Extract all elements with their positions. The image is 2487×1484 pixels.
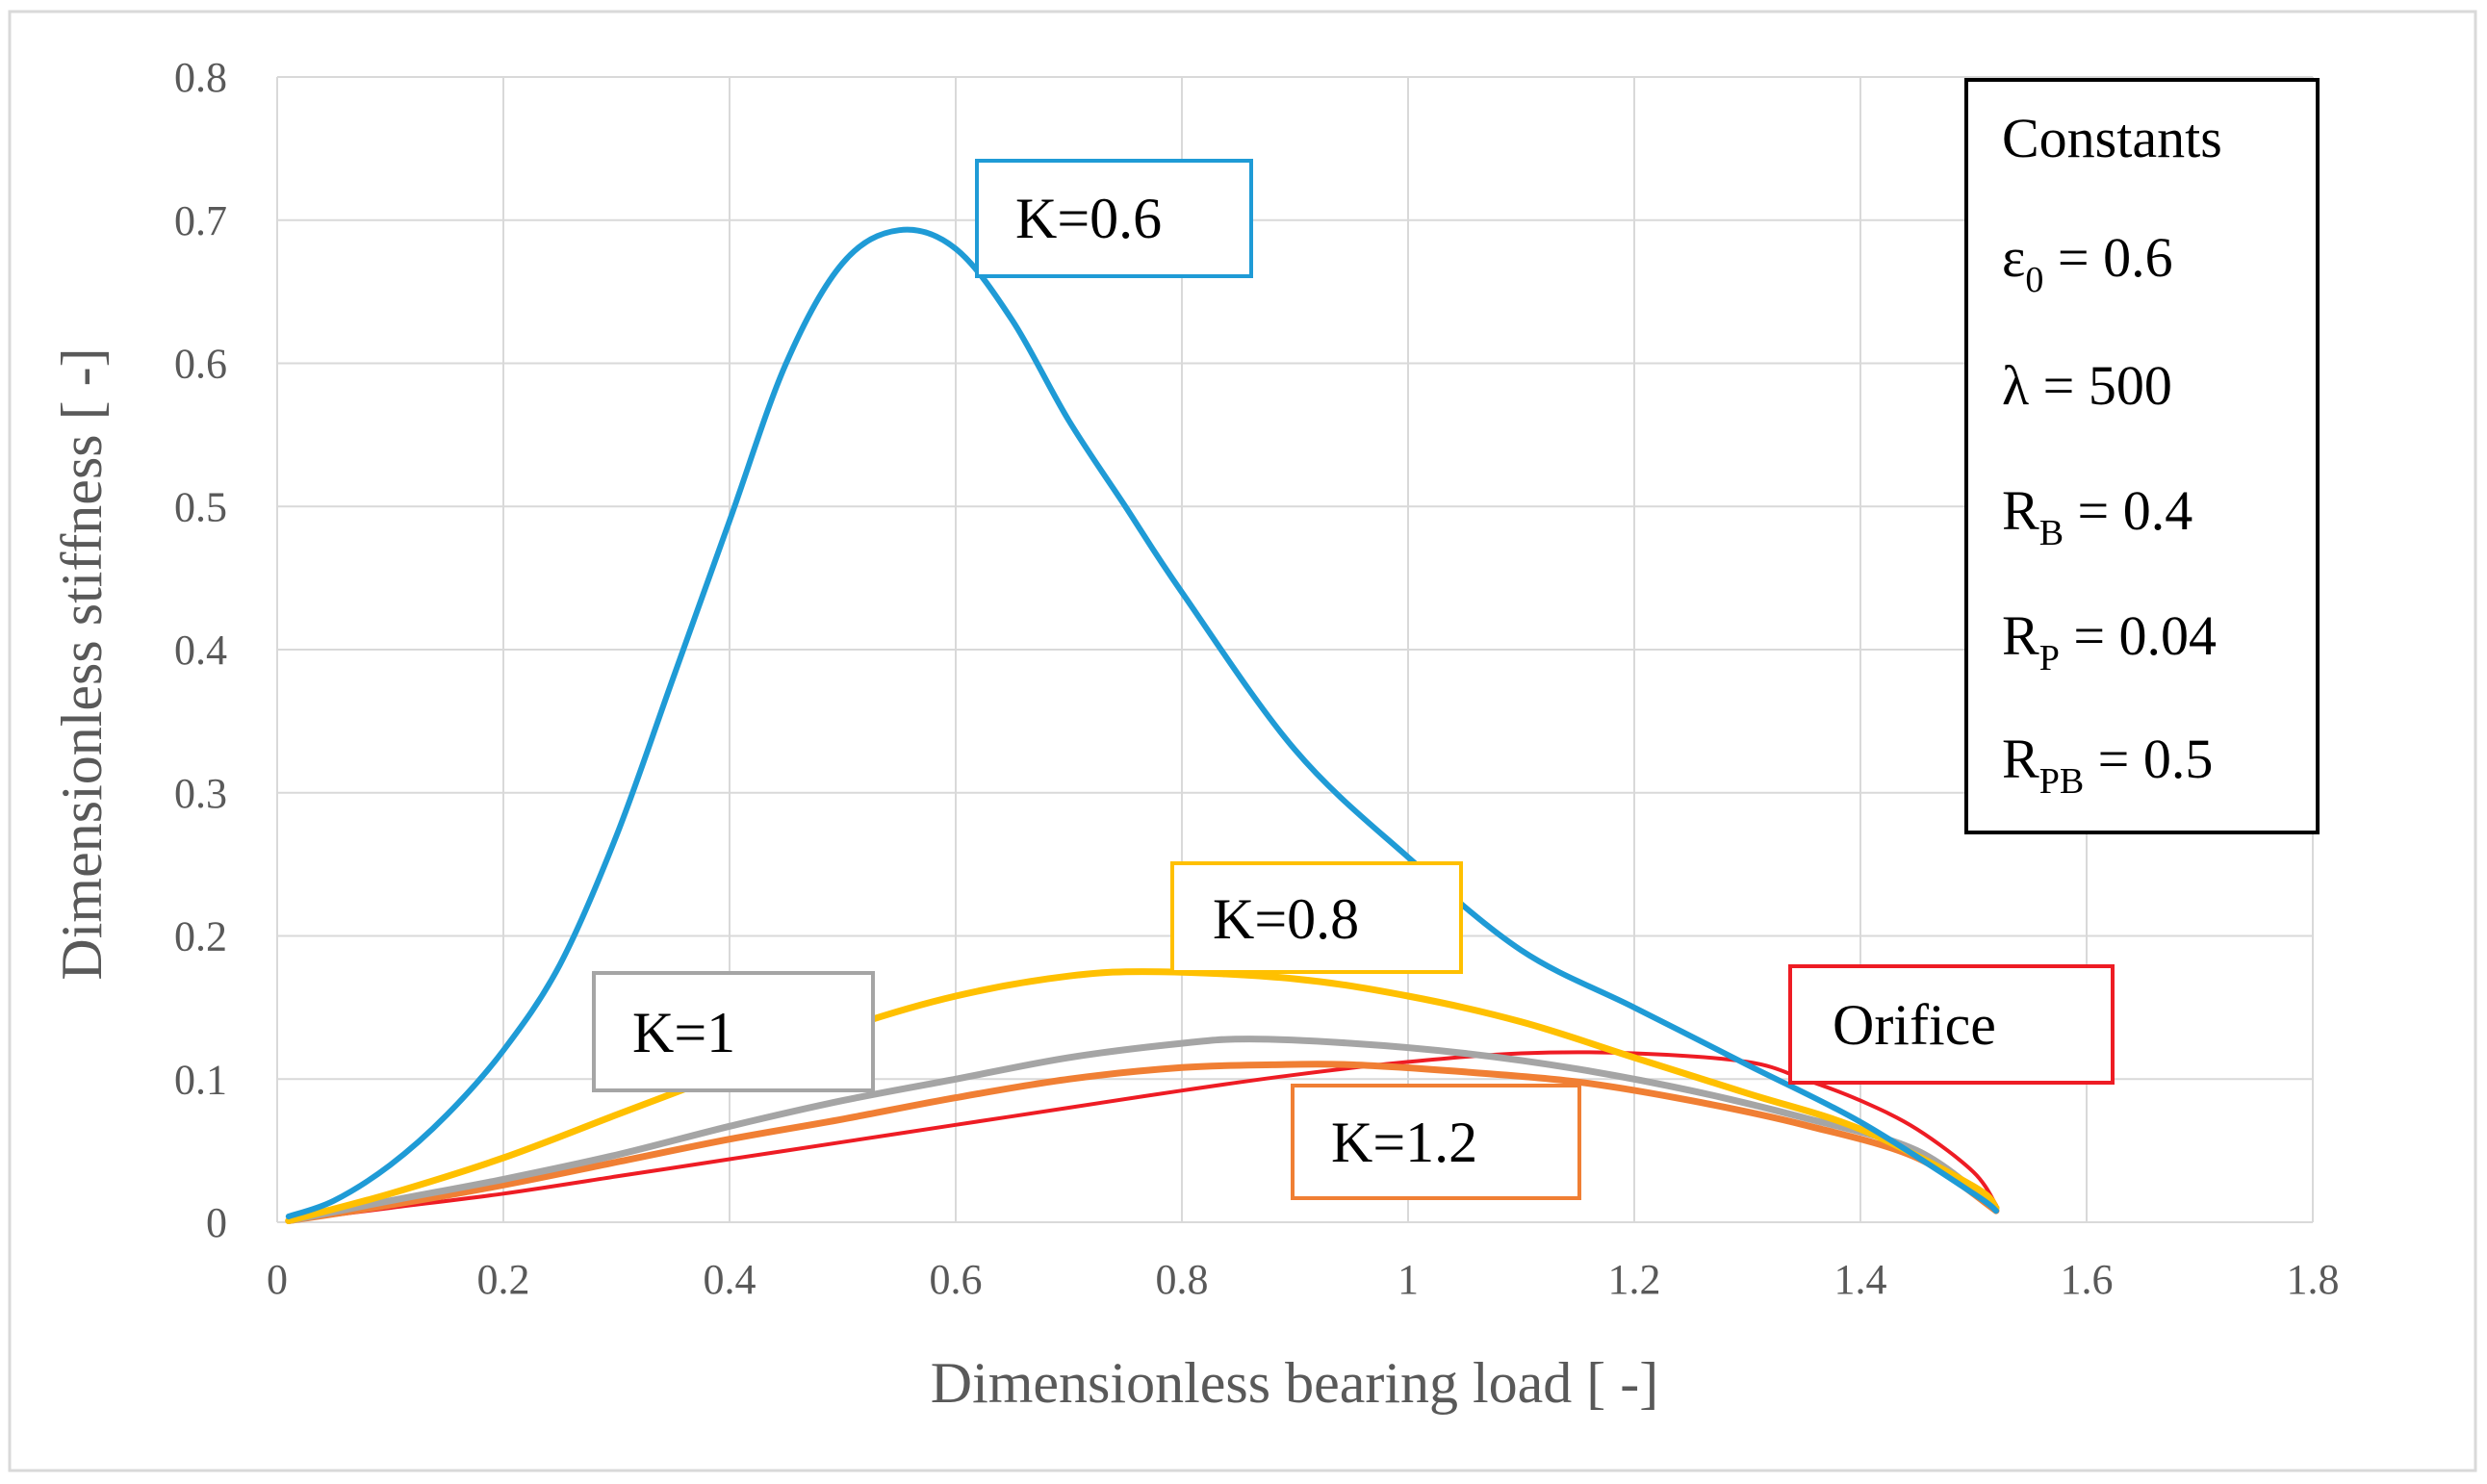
- x-axis-title: Dimensionless bearing load [ -]: [931, 1351, 1658, 1415]
- x-tick-label: 1.2: [1608, 1256, 1661, 1303]
- annotation-label-k-0-6: K=0.6: [1015, 187, 1162, 250]
- y-tick-label: 0.5: [174, 483, 227, 530]
- y-tick-label: 0.7: [174, 197, 227, 244]
- constant-subscript: P: [2039, 638, 2060, 678]
- constant-value: = 500: [2029, 354, 2172, 417]
- annotation-box-k-1-2: [1291, 1084, 1581, 1200]
- constant-symbol: R: [2002, 728, 2039, 790]
- x-tick-label: 0.8: [1156, 1256, 1209, 1303]
- annotation-box-k-0-8: [1170, 861, 1463, 974]
- series-line-orifice: [286, 1050, 1998, 1223]
- x-tick-label: 1.4: [1834, 1256, 1887, 1303]
- annotation-label-orifice: Orifice: [1833, 993, 1996, 1057]
- y-tick-label: 0.1: [174, 1056, 227, 1103]
- constants-box-frame: [1964, 78, 2320, 834]
- constant-3: RP = 0.04: [2002, 604, 2217, 678]
- constants-title: Constants: [2002, 107, 2222, 169]
- constant-1: λ = 500: [2002, 354, 2172, 417]
- constant-symbol: λ: [2002, 354, 2029, 417]
- y-tick-label: 0.8: [174, 54, 227, 101]
- y-tick-label: 0: [206, 1199, 227, 1246]
- constant-subscript: 0: [2025, 260, 2043, 300]
- constant-symbol: R: [2002, 479, 2039, 542]
- annotation-label-k-1: K=1: [632, 1001, 735, 1064]
- x-tick-label: 0.2: [477, 1256, 530, 1303]
- series-line-k-1-2: [285, 1061, 2000, 1224]
- series-line-k-1: [285, 1036, 2000, 1224]
- x-tick-label: 1.8: [2287, 1256, 2340, 1303]
- annotation-box-orifice: [1788, 964, 2115, 1085]
- constant-symbol: ε: [2002, 226, 2025, 289]
- x-tick-label: 1.6: [2061, 1256, 2114, 1303]
- constant-value: = 0.04: [2060, 604, 2217, 667]
- constant-symbol: R: [2002, 604, 2039, 667]
- x-tick-label: 0.6: [930, 1256, 983, 1303]
- x-tick-label: 0: [267, 1256, 288, 1303]
- annotation-label-k-0-8: K=0.8: [1213, 887, 1359, 951]
- constant-2: RB = 0.4: [2002, 479, 2192, 553]
- annotation-box-k-0-6: [975, 159, 1253, 278]
- constant-4: RPB = 0.5: [2002, 728, 2213, 802]
- series-line-k-0-8: [285, 968, 2000, 1224]
- annotation-label-k-1-2: K=1.2: [1331, 1111, 1477, 1174]
- x-tick-label: 1: [1397, 1256, 1419, 1303]
- y-tick-label: 0.2: [174, 913, 227, 960]
- x-tick-label: 0.4: [704, 1256, 756, 1303]
- tick-labels: 0 0.2 0.4 0.6 0.8 1 1.2 1.4 1.6 1.8 0 0.1 0.2 0.3 0.4 0…: [174, 54, 2340, 1303]
- constant-value: = 0.5: [2084, 728, 2213, 790]
- y-tick-label: 0.3: [174, 770, 227, 817]
- y-tick-label: 0.4: [174, 627, 227, 674]
- constant-subscript: B: [2039, 513, 2064, 553]
- constant-value: = 0.6: [2043, 226, 2172, 289]
- y-tick-label: 0.6: [174, 341, 227, 388]
- annotation-box-k-1: [592, 971, 875, 1092]
- constant-0: ε0 = 0.6: [2002, 226, 2173, 300]
- y-axis-title: Dimensionless stiffness [ -]: [50, 347, 114, 980]
- constant-value: = 0.4: [2064, 479, 2192, 542]
- constant-subscript: PB: [2039, 761, 2084, 802]
- annotation-boxes: K=0.6 K=0.8 K=1 K=1.2 Orifice: [592, 159, 2115, 1200]
